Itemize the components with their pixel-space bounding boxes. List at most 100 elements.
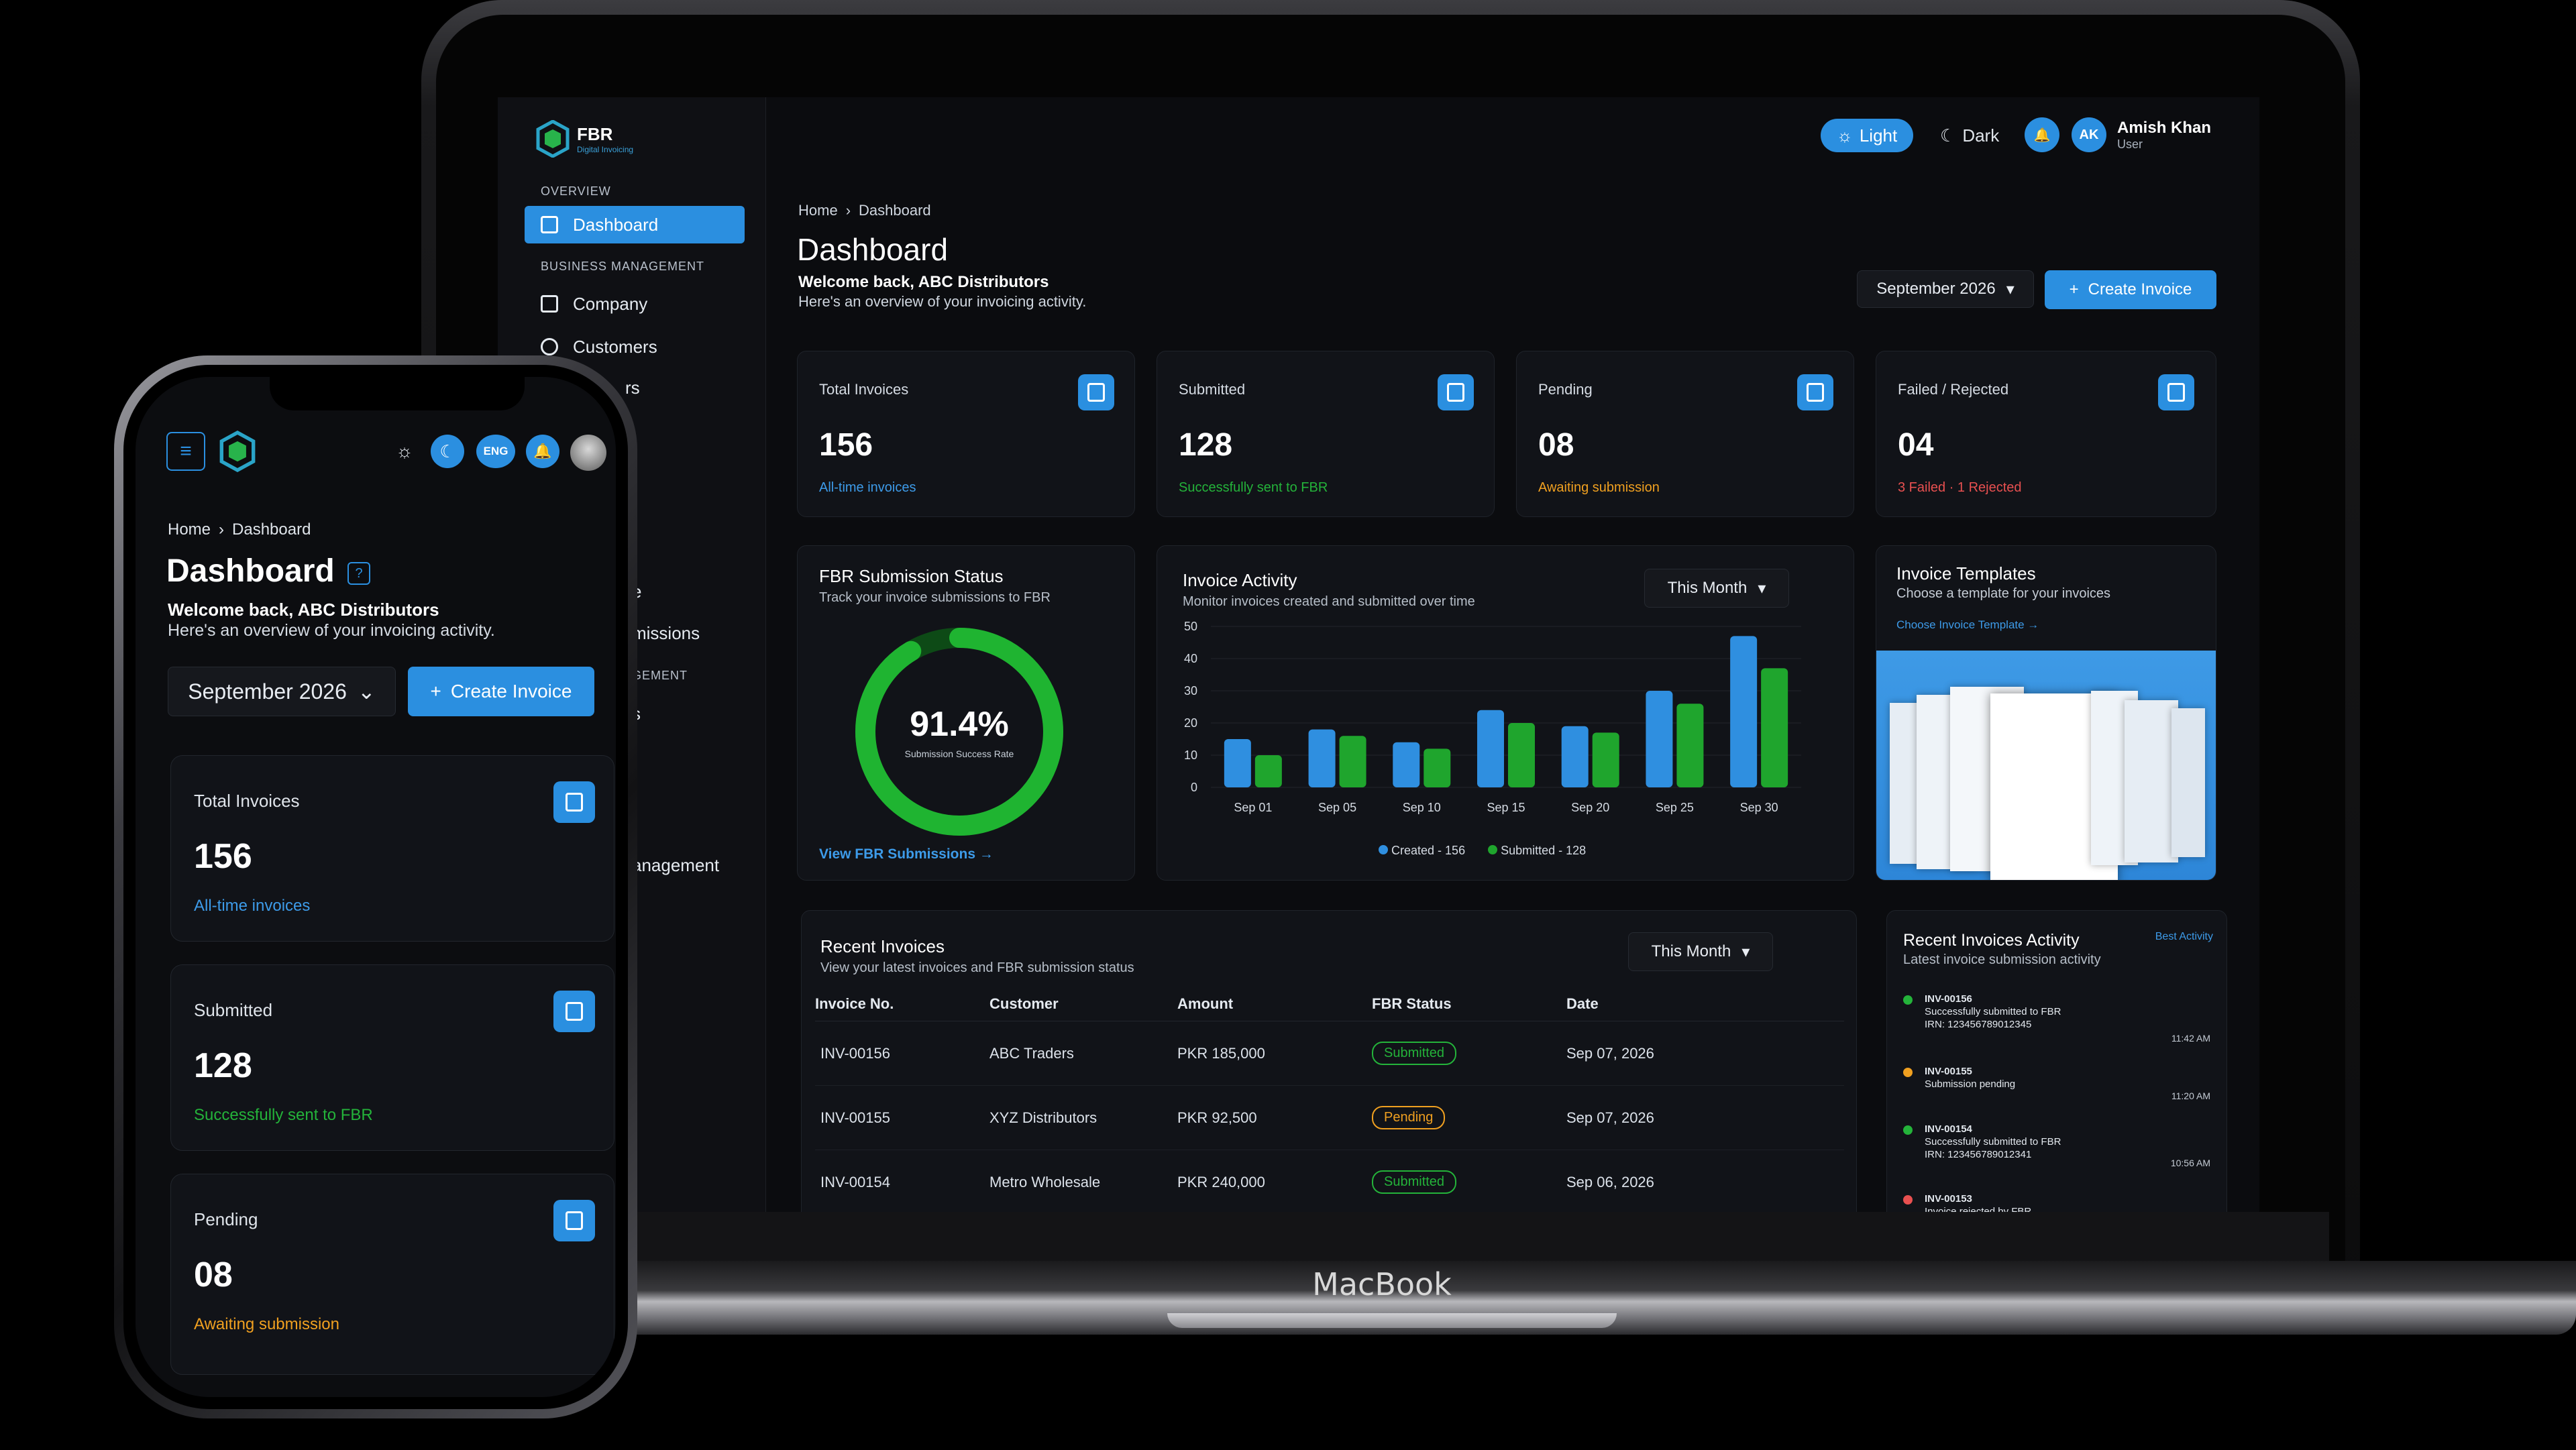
column-header[interactable]: Amount xyxy=(1177,987,1372,1021)
phone-screen: ≡ ☼ ☾ ENG 🔔 Home › Dashboard Dashboard ?… xyxy=(136,377,616,1397)
activity-filter-value: This Month xyxy=(1667,579,1748,597)
template-preview[interactable] xyxy=(1876,651,2216,880)
avatar[interactable]: AK xyxy=(2072,117,2106,152)
app-logo[interactable]: FBR Digital Invoicing xyxy=(535,120,633,158)
stat-card-pending[interactable]: Pending 08 Awaiting submission xyxy=(1516,351,1854,517)
activity-time: 11:42 AM xyxy=(2171,1033,2210,1044)
stat-card-failed[interactable]: Failed / Rejected 04 3 Failed · 1 Reject… xyxy=(1876,351,2216,517)
activity-filter-select[interactable]: This Month ▾ xyxy=(1644,569,1789,608)
best-activity-link[interactable]: Best Activity xyxy=(2155,931,2213,942)
help-icon[interactable]: ? xyxy=(347,562,370,585)
x-tick-label: Sep 05 xyxy=(1318,801,1356,814)
bar-submitted[interactable] xyxy=(1676,704,1704,787)
month-select[interactable]: September 2026 ▾ xyxy=(1857,270,2034,308)
create-invoice-button[interactable]: + Create Invoice xyxy=(2045,270,2216,309)
bar-submitted[interactable] xyxy=(1508,723,1535,787)
bar-created[interactable] xyxy=(1224,739,1251,787)
activity-time: 10:56 AM xyxy=(2170,1158,2210,1168)
stat-card-total[interactable]: Total Invoices 156 All-time invoices xyxy=(797,351,1135,517)
user-menu[interactable]: Amish Khan User xyxy=(2117,119,2211,152)
month-select[interactable]: September 2026 ⌄ xyxy=(168,667,396,716)
success-rate-caption: Submission Success Rate xyxy=(904,748,1014,759)
table-row[interactable]: INV-00155 XYZ Distributors PKR 92,500 Pe… xyxy=(815,1085,1844,1150)
theme-light-toggle[interactable]: ☼ Light xyxy=(1821,119,1914,152)
bar-submitted[interactable] xyxy=(1424,748,1451,787)
notification-bell-icon[interactable]: 🔔 xyxy=(526,435,559,468)
breadcrumb-home[interactable]: Home xyxy=(798,202,838,219)
theme-dark-toggle[interactable]: ☾ Dark xyxy=(1931,119,2008,152)
sidebar-item-partial[interactable]: anagement xyxy=(632,855,720,875)
column-header[interactable]: Date xyxy=(1566,987,1844,1021)
sidebar-item-customers[interactable]: Customers xyxy=(525,328,745,366)
phone-notch xyxy=(270,377,525,410)
table-row[interactable]: INV-00154 Metro Wholesale PKR 240,000 Su… xyxy=(815,1150,1844,1212)
chevron-right-icon: › xyxy=(845,202,851,219)
view-fbr-submissions-link[interactable]: View FBR Submissions → xyxy=(819,846,994,862)
customer: ABC Traders xyxy=(989,1021,1177,1086)
moon-icon[interactable]: ☾ xyxy=(431,435,464,468)
building-icon xyxy=(541,295,558,313)
bar-created[interactable] xyxy=(1730,636,1758,787)
user-name: Amish Khan xyxy=(2117,119,2212,137)
column-header[interactable]: Customer xyxy=(989,987,1177,1021)
stat-card-submitted[interactable]: Submitted 128 Successfully sent to FBR xyxy=(170,964,614,1151)
card-title: Invoice Templates xyxy=(1896,563,2036,583)
sidebar-item-company[interactable]: Company xyxy=(525,285,745,323)
x-tick-label: Sep 25 xyxy=(1656,801,1694,814)
sun-icon: ☼ xyxy=(1837,125,1853,146)
column-header[interactable]: FBR Status xyxy=(1372,987,1566,1021)
language-button[interactable]: ENG xyxy=(476,435,515,468)
bar-submitted[interactable] xyxy=(1592,732,1619,787)
bar-created[interactable] xyxy=(1308,729,1336,787)
breadcrumb-home[interactable]: Home xyxy=(168,520,211,539)
stat-label: Pending xyxy=(1538,381,1593,398)
bar-created[interactable] xyxy=(1477,710,1504,787)
menu-icon[interactable]: ≡ xyxy=(166,432,205,471)
month-select-value: September 2026 xyxy=(1876,280,1996,298)
brand-name: FBR xyxy=(577,123,613,144)
create-invoice-button[interactable]: + Create Invoice xyxy=(408,667,594,716)
bar-submitted[interactable] xyxy=(1254,755,1282,787)
brand-subtitle: Digital Invoicing xyxy=(577,144,634,154)
table-row[interactable]: INV-00156 ABC Traders PKR 185,000 Submit… xyxy=(815,1021,1844,1086)
legend-item-created: Created - 156 xyxy=(1379,844,1465,858)
notification-bell-icon[interactable]: 🔔 xyxy=(2025,117,2059,152)
laptop-notch xyxy=(1167,1313,1617,1328)
x-tick-label: Sep 30 xyxy=(1740,801,1778,814)
list-item[interactable]: INV-00156 Successfully submitted to FBR … xyxy=(1903,993,2210,1044)
stat-value: 128 xyxy=(194,1046,252,1085)
stat-card-submitted[interactable]: Submitted 128 Successfully sent to FBR xyxy=(1157,351,1495,517)
amount: PKR 185,000 xyxy=(1177,1021,1372,1086)
stat-label: Submitted xyxy=(1179,381,1246,398)
choose-template-link[interactable]: Choose Invoice Template → xyxy=(1896,618,2039,631)
sidebar-item-dashboard[interactable]: Dashboard xyxy=(525,206,745,243)
bar-submitted[interactable] xyxy=(1339,736,1366,787)
caret-down-icon: ▾ xyxy=(2006,280,2015,298)
invoice-icon xyxy=(553,781,595,823)
list-item[interactable]: INV-00153 Invoice rejected by FBR xyxy=(1903,1192,2210,1212)
stat-label: Submitted xyxy=(194,1000,273,1020)
bar-created[interactable] xyxy=(1646,691,1673,787)
y-tick-label: 20 xyxy=(1184,716,1197,730)
stat-card-pending[interactable]: Pending 08 Awaiting submission xyxy=(170,1174,614,1375)
bar-created[interactable] xyxy=(1561,726,1589,787)
sidebar-item-partial[interactable]: missions xyxy=(632,623,700,643)
phone-frame: ≡ ☼ ☾ ENG 🔔 Home › Dashboard Dashboard ?… xyxy=(114,355,637,1418)
sun-icon[interactable]: ☼ xyxy=(396,441,413,461)
fbr-logo-icon[interactable] xyxy=(219,431,256,472)
recent-filter-select[interactable]: This Month ▾ xyxy=(1628,932,1773,971)
page-subtitle: Here's an overview of your invoicing act… xyxy=(168,621,495,640)
chevron-down-icon: ⌄ xyxy=(357,679,376,704)
stat-card-total[interactable]: Total Invoices 156 All-time invoices xyxy=(170,755,614,942)
bar-created[interactable] xyxy=(1393,742,1420,787)
bar-submitted[interactable] xyxy=(1761,668,1788,787)
sidebar-item-label: Company xyxy=(573,293,648,314)
stat-note: Successfully sent to FBR xyxy=(194,1106,373,1124)
sidebar-item-partial[interactable]: rs xyxy=(625,378,640,398)
stat-label: Total Invoices xyxy=(819,381,909,398)
laptop-deck xyxy=(498,1212,2329,1263)
avatar[interactable] xyxy=(570,435,606,471)
list-item[interactable]: INV-00154 Successfully submitted to FBR … xyxy=(1903,1123,2210,1168)
column-header[interactable]: Invoice No. xyxy=(815,987,989,1021)
list-item[interactable]: INV-00155 Submission pending 11:20 AM xyxy=(1903,1065,2210,1101)
